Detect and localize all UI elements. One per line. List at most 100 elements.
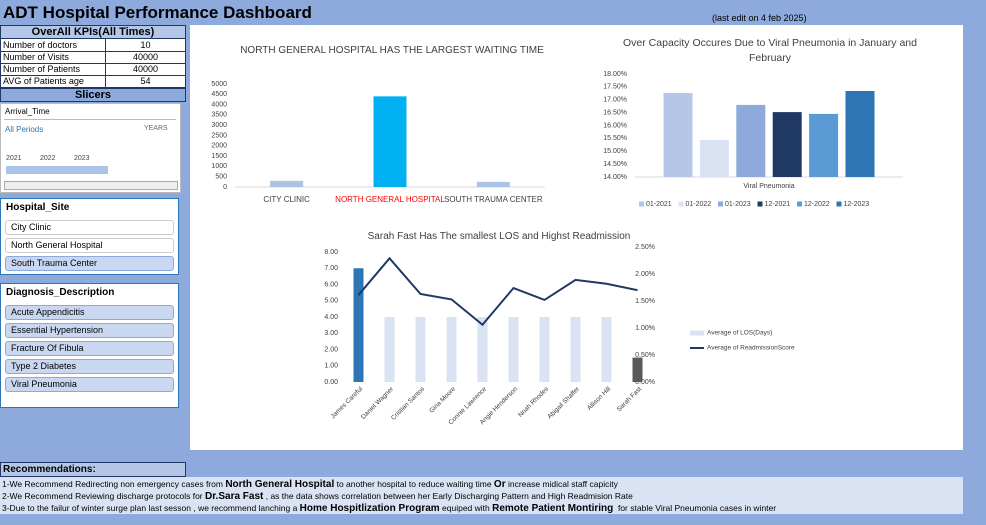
recommendation-text: Or	[493, 479, 506, 490]
bar	[508, 317, 519, 382]
kpi-row-line	[1, 51, 185, 52]
legend-label: Average of ReadmissionScore	[707, 345, 795, 352]
recommendation-text: Dr.Sara Fast	[205, 491, 264, 502]
bar	[809, 113, 839, 177]
bar	[373, 96, 407, 187]
x-tick-label: Gina Moore	[428, 385, 457, 414]
bar	[476, 181, 510, 187]
recommendation-text: 2-We Recommend Reviewing discharge proto…	[2, 491, 205, 501]
slicer-item-label: Fracture Of Fibula	[11, 343, 84, 353]
slicer-item[interactable]: Viral Pneumonia	[5, 377, 174, 392]
recommendation-line: 1-We Recommend Redirecting non emergency…	[2, 478, 618, 491]
slicer-item-label: Type 2 Diabetes	[11, 361, 77, 371]
kpi-value: 54	[105, 75, 185, 87]
chart-panel: 0 500 1000 1500 2000 2500 3000 3500 4000 4500 5000…	[190, 25, 963, 450]
legend-label: 12-2021	[765, 201, 791, 208]
bar	[699, 139, 729, 177]
x-tick-label: Abigail Shaffer	[546, 385, 581, 420]
bar	[270, 180, 304, 187]
y-tick-label: 7.00	[324, 265, 338, 272]
year-label: 2022	[40, 155, 56, 162]
y-tick-label: 2.50%	[635, 244, 655, 251]
y-tick-label: 16.50%	[603, 109, 627, 116]
slicer-item[interactable]: Type 2 Diabetes	[5, 359, 174, 374]
y-tick-label: 0.00	[324, 379, 338, 386]
y-tick-label: 1.00	[324, 363, 338, 370]
recommendation-text: equiped with	[439, 503, 493, 513]
recommendation-line: 2-We Recommend Reviewing discharge proto…	[2, 490, 633, 503]
bar	[845, 90, 875, 177]
x-tick-label: James Careful	[330, 385, 365, 420]
scrollbar[interactable]	[4, 181, 178, 190]
year-label: 2021	[6, 155, 22, 162]
year-label: 2023	[74, 155, 90, 162]
slicer-field: Diagnosis_Description	[6, 287, 115, 298]
bar	[353, 268, 364, 382]
bar	[601, 317, 612, 382]
bar	[570, 317, 581, 382]
recommendation-text: to another hospital to reduce waiting ti…	[334, 479, 494, 489]
chart-title: Over Capacity Occures Due to Viral Pneum…	[623, 37, 917, 64]
legend-label: 01-2022	[686, 201, 712, 208]
slicer-item[interactable]: North General Hospital	[5, 238, 174, 253]
x-tick-label: CITY CLINIC	[263, 195, 310, 204]
kpi-table: OverAll KPIs(All Times) Number of doctors…	[0, 25, 186, 88]
y-tick-label: 6.00	[324, 281, 338, 288]
time-selection[interactable]: All Periods	[5, 125, 44, 134]
diagnosis-slicer: Diagnosis_Description Acute Appendicitis E…	[0, 283, 179, 408]
legend-swatch	[718, 201, 723, 207]
legend-swatch	[639, 201, 644, 207]
recommendations-title: Recommendations:	[0, 462, 186, 477]
recommendation-text: 1-We Recommend Redirecting non emergency…	[2, 479, 226, 489]
legend-swatch	[757, 201, 763, 207]
bar	[736, 104, 766, 177]
y-tick-label: 1.50%	[635, 298, 655, 305]
slicer-field: Arrival_Time	[5, 107, 50, 116]
time-level[interactable]: YEARS	[144, 125, 168, 132]
bar	[632, 357, 643, 382]
legend-swatch	[836, 201, 842, 207]
last-edit: (last edit on 4 feb 2025)	[712, 13, 807, 23]
kpi-row-line	[1, 63, 185, 64]
slicer-item[interactable]: Essential Hypertension	[5, 323, 174, 338]
y-tick-label: 2.00	[324, 346, 338, 353]
y-tick-label: 4.00	[324, 314, 338, 321]
recommendation-text: North General Hospital	[225, 479, 335, 490]
kpi-value: 40000	[105, 63, 185, 75]
y-tick-label: 14.00%	[603, 174, 627, 181]
kpi-row-line	[1, 75, 185, 76]
x-tick-label: Sarah Fast	[616, 386, 644, 414]
chart-title: NORTH GENERAL HOSPITAL HAS THE LARGEST W…	[240, 45, 544, 56]
recommendation-text: 3-Due to the failur of winter surge plan…	[2, 503, 300, 513]
recommendation-text: Home Hospitlization Program	[299, 503, 440, 514]
slicer-item[interactable]: City Clinic	[5, 220, 174, 235]
timeline-bar[interactable]	[6, 166, 108, 174]
y-tick-label: 1.00%	[635, 325, 655, 332]
slicer-item-label: City Clinic	[11, 222, 52, 232]
slicer-item-label: South Trauma Center	[11, 258, 98, 268]
slicer-item[interactable]: Acute Appendicitis	[5, 305, 174, 320]
y-tick-label: 0.50%	[635, 352, 655, 359]
kpi-title: OverAll KPIs(All Times)	[1, 26, 185, 39]
kpi-label: Number of Patients	[3, 64, 81, 74]
y-tick-label: 0.00%	[635, 379, 655, 386]
slicer-item-label: Acute Appendicitis	[11, 307, 85, 317]
slicer-item[interactable]: Fracture Of Fibula	[5, 341, 174, 356]
legend-swatch	[690, 330, 704, 336]
y-tick-label: 2.00%	[635, 271, 655, 278]
y-tick-label: 4000	[211, 101, 227, 108]
recommendation-text: Remote Patient Montiring	[492, 503, 614, 514]
slicer-field: Hospital_Site	[6, 202, 70, 213]
slicer-item-label: Essential Hypertension	[11, 325, 104, 335]
kpi-label: Number of doctors	[3, 40, 78, 50]
hospital-slicer: Hospital_Site City Clinic North General Ho…	[0, 198, 179, 275]
legend-label: 12-2023	[844, 201, 870, 208]
bar	[446, 317, 457, 382]
y-tick-label: 3000	[211, 122, 227, 129]
y-tick-label: 8.00	[324, 249, 338, 256]
x-tick-label: NORTH GENERAL HOSPITAL	[335, 195, 445, 204]
x-tick-label: Viral Pneumonia	[743, 183, 794, 190]
slicer-item[interactable]: South Trauma Center	[5, 256, 174, 271]
recommendation-text: , as the data shows correlation between …	[263, 491, 633, 501]
